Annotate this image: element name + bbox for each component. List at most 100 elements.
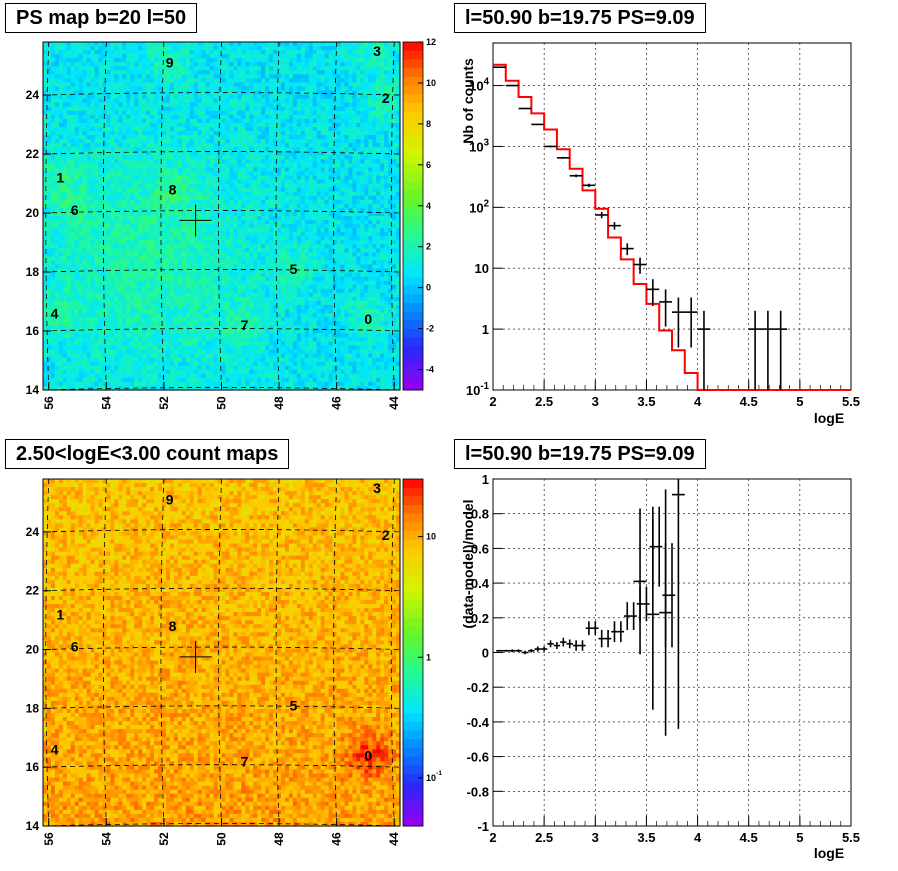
tl-colorbar-cell	[403, 268, 423, 277]
bl-ytick-label-16: 16	[26, 760, 40, 774]
bl-colorbar-cell	[403, 765, 423, 774]
tl-colorbar-cell	[403, 225, 423, 234]
tr-ytick-label-10^2: 102	[469, 198, 489, 215]
tl-xtick-label-52: 52	[157, 396, 171, 410]
tl-colorbar-cell	[403, 94, 423, 103]
tl-colorbar-label-6: 6	[426, 160, 431, 170]
tl-colorbar-cell	[403, 277, 423, 286]
bl-xtick-label-56: 56	[42, 832, 56, 846]
br-frame	[493, 479, 851, 826]
tr-ytick-label-1: 1	[482, 322, 489, 337]
tl-colorbar-cell	[403, 347, 423, 356]
bl-colorbar-cell	[403, 748, 423, 757]
bl-source-label-6: 6	[71, 639, 79, 655]
tl-xtick-label-44: 44	[387, 396, 401, 410]
bl-colorbar-cell	[403, 566, 423, 575]
tr-xtick-label-4.5: 4.5	[740, 394, 758, 409]
tr-xtick-label-2.5: 2.5	[535, 394, 553, 409]
tl-colorbar-cell	[403, 233, 423, 242]
bl-source-label-1: 1	[56, 606, 64, 622]
tl-colorbar-cell	[403, 51, 423, 60]
bl-colorbar-cell	[403, 670, 423, 679]
tl-xtick-label-46: 46	[330, 396, 344, 410]
tr-yaxis-label: Nb of counts	[460, 58, 476, 144]
bl-colorbar-cell	[403, 705, 423, 714]
tl-colorbar-cell	[403, 207, 423, 216]
tl-colorbar-cell	[403, 251, 423, 260]
tl-xtick-label-56: 56	[42, 396, 56, 410]
tl-colorbar-cell	[403, 190, 423, 199]
tl-colorbar-cell	[403, 216, 423, 225]
br-ytick-label--1: -1	[477, 819, 489, 834]
tl-colorbar-cell	[403, 129, 423, 138]
tl-source-label-5: 5	[290, 261, 298, 277]
tl-colorbar-label-0: 0	[426, 283, 431, 293]
bl-ytick-label-22: 22	[26, 584, 40, 598]
bl-colorbar-cell	[403, 618, 423, 627]
bl-xtick-label-52: 52	[157, 832, 171, 846]
br-xtick-label-5.5: 5.5	[842, 830, 860, 845]
bl-colorbar-cell	[403, 757, 423, 766]
tl-colorbar-cell	[403, 181, 423, 190]
tl-ytick-label-20: 20	[26, 206, 40, 220]
bl-colorbar-cell	[403, 479, 423, 488]
bl-colorbar-cell	[403, 635, 423, 644]
bl-colorbar-cell	[403, 800, 423, 809]
tl-ytick-label-22: 22	[26, 147, 40, 161]
tl-colorbar-cell	[403, 355, 423, 364]
tr-ytick-label-10: 10	[475, 261, 489, 276]
tl-colorbar-label-8: 8	[426, 119, 431, 129]
tr-xtick-label-3.5: 3.5	[637, 394, 655, 409]
br-ytick-label-0: 0	[482, 646, 489, 661]
bl-colorbar-cell	[403, 600, 423, 609]
bl-colorbar-cell	[403, 626, 423, 635]
br-yaxis-label: (data-model)/model	[460, 499, 476, 628]
tl-colorbar-cell	[403, 329, 423, 338]
tl-source-label-1: 1	[56, 170, 64, 186]
br-ytick-label--0.8: -0.8	[467, 784, 489, 799]
br-xaxis-label: logE	[814, 845, 844, 861]
tl-colorbar-cell	[403, 103, 423, 112]
bl-colorbar-cell	[403, 574, 423, 583]
bl-colorbar-cell	[403, 548, 423, 557]
tl-colorbar-cell	[403, 59, 423, 68]
tl-colorbar-cell	[403, 286, 423, 295]
tr-xtick-label-4: 4	[694, 394, 702, 409]
bl-colorbar-cell	[403, 687, 423, 696]
tl-colorbar-label-4: 4	[426, 201, 431, 211]
bl-source-label-8: 8	[169, 618, 177, 634]
bl-ytick-label-24: 24	[26, 525, 40, 539]
bl-colorbar-cell	[403, 592, 423, 601]
tl-heatmap	[43, 42, 401, 391]
tr-xtick-label-5: 5	[796, 394, 803, 409]
tr-ytick-label-10^-1: 10-1	[466, 381, 490, 398]
bl-xtick-label-46: 46	[330, 832, 344, 846]
bl-colorbar-cell	[403, 679, 423, 688]
bl-colorbar-cell	[403, 731, 423, 740]
bl-colorbar-cell	[403, 583, 423, 592]
tr-xaxis-label: logE	[814, 410, 844, 426]
tl-source-label-6: 6	[71, 202, 79, 218]
bl-source-label-2: 2	[382, 527, 390, 543]
bl-colorbar-cell	[403, 557, 423, 566]
bl-colorbar-cell	[403, 505, 423, 514]
bl-colorbar-cell	[403, 722, 423, 731]
tl-colorbar-cell	[403, 138, 423, 147]
tl-colorbar-cell	[403, 312, 423, 321]
tl-colorbar-cell	[403, 303, 423, 312]
bl-colorbar-cell	[403, 713, 423, 722]
tl-colorbar-cell	[403, 338, 423, 347]
bl-source-label-0: 0	[364, 747, 372, 763]
tl-source-label-8: 8	[169, 181, 177, 197]
br-xtick-label-3.5: 3.5	[637, 830, 655, 845]
tl-colorbar-cell	[403, 260, 423, 269]
br-xtick-label-4.5: 4.5	[740, 830, 758, 845]
tl-source-label-3: 3	[373, 43, 381, 59]
bl-colorbar-label-1: 1	[426, 652, 431, 662]
tr-xtick-label-2: 2	[489, 394, 496, 409]
bl-colorbar-cell	[403, 791, 423, 800]
br-xtick-label-2.5: 2.5	[535, 830, 553, 845]
bl-xtick-label-44: 44	[387, 832, 401, 846]
tl-source-label-0: 0	[364, 311, 372, 327]
